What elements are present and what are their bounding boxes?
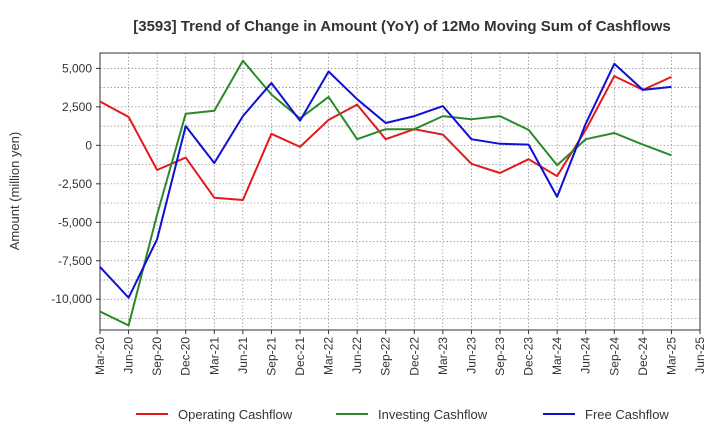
series-group xyxy=(99,59,672,327)
x-tick-label: Mar-22 xyxy=(322,337,336,375)
x-tick-label: Dec-23 xyxy=(522,337,536,376)
x-tick-label: Mar-24 xyxy=(550,337,564,375)
plot-frame xyxy=(99,52,701,331)
free-cashflow-line xyxy=(99,62,672,299)
x-tick-label: Jun-25 xyxy=(693,337,707,374)
y-tick-label: 0 xyxy=(85,138,92,152)
x-tick-label: Sep-23 xyxy=(493,337,507,376)
legend-item-operating-cashflow: Operating Cashflow xyxy=(136,407,293,422)
x-tick-label: Dec-20 xyxy=(179,337,193,376)
x-axis: Mar-20 Jun-20 Sep-20 Dec-20 Mar-21 Jun-21 Sep-… xyxy=(93,330,707,376)
x-tick-label: Jun-22 xyxy=(350,337,364,374)
x-tick-label: Mar-25 xyxy=(664,337,678,375)
legend-label: Operating Cashflow xyxy=(178,407,293,422)
y-tick-label: -7,500 xyxy=(58,254,92,268)
legend-label: Free Cashflow xyxy=(585,407,669,422)
x-tick-label: Dec-22 xyxy=(407,337,421,376)
y-axis: 5,000 2,500 0 -2,500 -5,000 -7,500 -10,000 xyxy=(51,61,100,306)
x-tick-label: Mar-20 xyxy=(93,337,107,375)
legend-item-free-cashflow: Free Cashflow xyxy=(543,407,669,422)
y-tick-label: -2,500 xyxy=(58,177,92,191)
x-tick-label: Sep-24 xyxy=(607,337,621,376)
x-tick-label: Mar-21 xyxy=(207,337,221,375)
y-tick-label: -10,000 xyxy=(51,292,92,306)
legend-item-investing-cashflow: Investing Cashflow xyxy=(336,407,488,422)
operating-cashflow-line xyxy=(99,75,672,201)
x-tick-label: Jun-23 xyxy=(464,337,478,374)
x-tick-label: Jun-21 xyxy=(236,337,250,374)
chart-title: [3593] Trend of Change in Amount (YoY) o… xyxy=(133,18,671,35)
y-tick-label: 5,000 xyxy=(62,61,92,75)
x-tick-label: Sep-22 xyxy=(379,337,393,376)
y-tick-label: 2,500 xyxy=(62,100,92,114)
x-tick-label: Sep-21 xyxy=(264,337,278,376)
legend: Operating Cashflow Investing Cashflow Free… xyxy=(136,407,669,422)
x-tick-label: Jun-20 xyxy=(122,337,136,374)
x-tick-label: Dec-21 xyxy=(293,337,307,376)
x-tick-label: Dec-24 xyxy=(636,337,650,376)
grid xyxy=(100,53,700,330)
y-axis-title: Amount (million yen) xyxy=(7,132,22,251)
legend-label: Investing Cashflow xyxy=(378,407,488,422)
x-tick-label: Jun-24 xyxy=(579,337,593,374)
y-tick-label: -5,000 xyxy=(58,215,92,229)
x-tick-label: Sep-20 xyxy=(150,337,164,376)
x-tick-label: Mar-23 xyxy=(436,337,450,375)
